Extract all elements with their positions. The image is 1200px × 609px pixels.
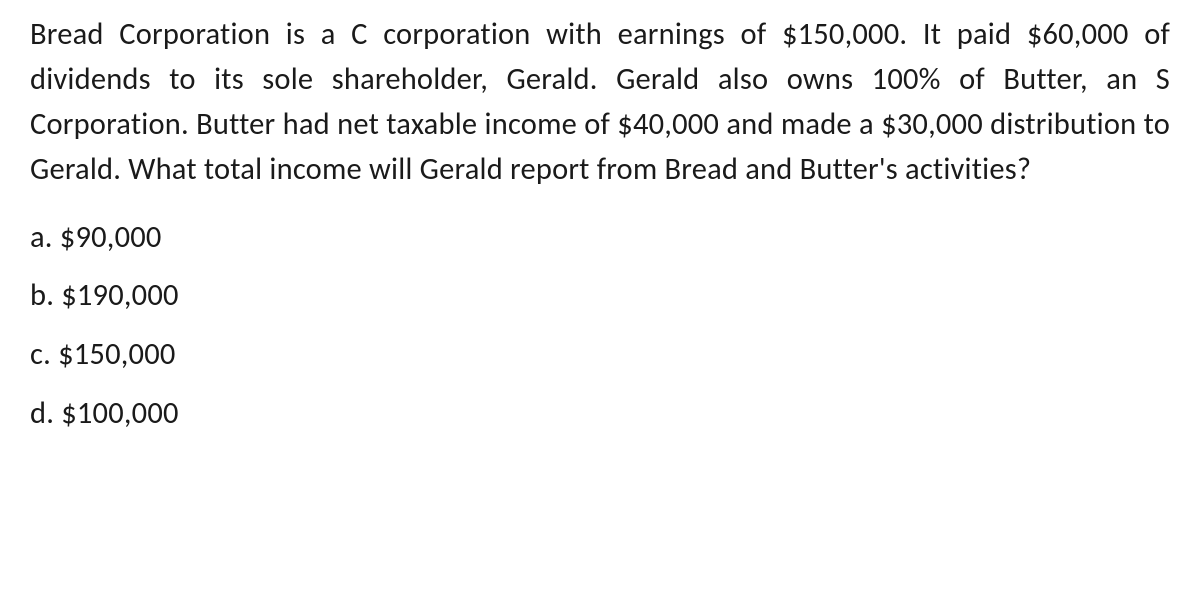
options-list: a. $90,000 b. $190,000 c. $150,000 d. $1… — [30, 217, 1170, 436]
question-text: Bread Corporation is a C corporation wit… — [30, 12, 1170, 193]
option-b: b. $190,000 — [30, 275, 1170, 318]
option-d: d. $100,000 — [30, 393, 1170, 436]
option-a: a. $90,000 — [30, 217, 1170, 260]
option-c: c. $150,000 — [30, 334, 1170, 377]
